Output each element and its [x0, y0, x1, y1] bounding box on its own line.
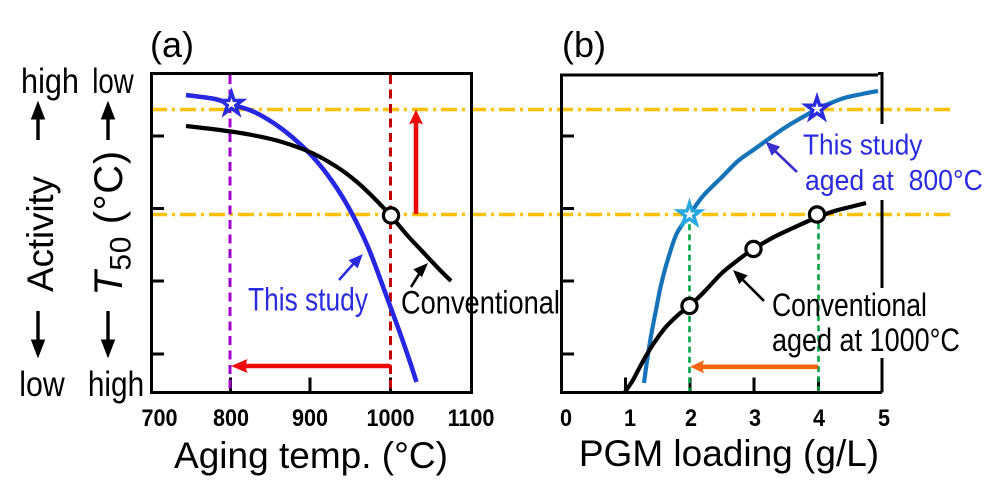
svg-text:3: 3: [749, 404, 761, 431]
svg-text:5: 5: [878, 404, 890, 431]
svg-text:low: low: [92, 61, 134, 101]
svg-text:T50 (°C): T50 (°C): [87, 150, 138, 295]
svg-text:0: 0: [560, 404, 572, 431]
svg-text:Conventional: Conventional: [772, 288, 927, 324]
svg-text:Activity: Activity: [20, 176, 61, 293]
svg-text:4: 4: [813, 404, 825, 431]
svg-text:1: 1: [624, 404, 636, 431]
svg-text:(b): (b): [562, 24, 606, 65]
svg-text:(a): (a): [150, 24, 194, 65]
svg-text:low: low: [19, 364, 65, 404]
svg-text:1100: 1100: [448, 404, 495, 431]
svg-text:800: 800: [213, 404, 249, 431]
svg-text:700: 700: [141, 404, 177, 431]
svg-text:Aging temp. (°C): Aging temp. (°C): [174, 435, 448, 476]
svg-text:aged at 1000°C: aged at 1000°C: [772, 323, 960, 359]
svg-text:Conventional: Conventional: [401, 285, 560, 321]
svg-text:2: 2: [685, 404, 697, 431]
svg-text:aged at 800°C: aged at 800°C: [805, 164, 983, 196]
svg-text:1000: 1000: [366, 404, 414, 431]
svg-text:This study: This study: [803, 128, 923, 161]
svg-text:900: 900: [292, 404, 328, 431]
svg-text:This study: This study: [248, 282, 368, 318]
svg-text:high: high: [88, 365, 144, 404]
svg-text:high: high: [21, 61, 79, 100]
svg-text:PGM loading (g/L): PGM loading (g/L): [579, 433, 879, 474]
